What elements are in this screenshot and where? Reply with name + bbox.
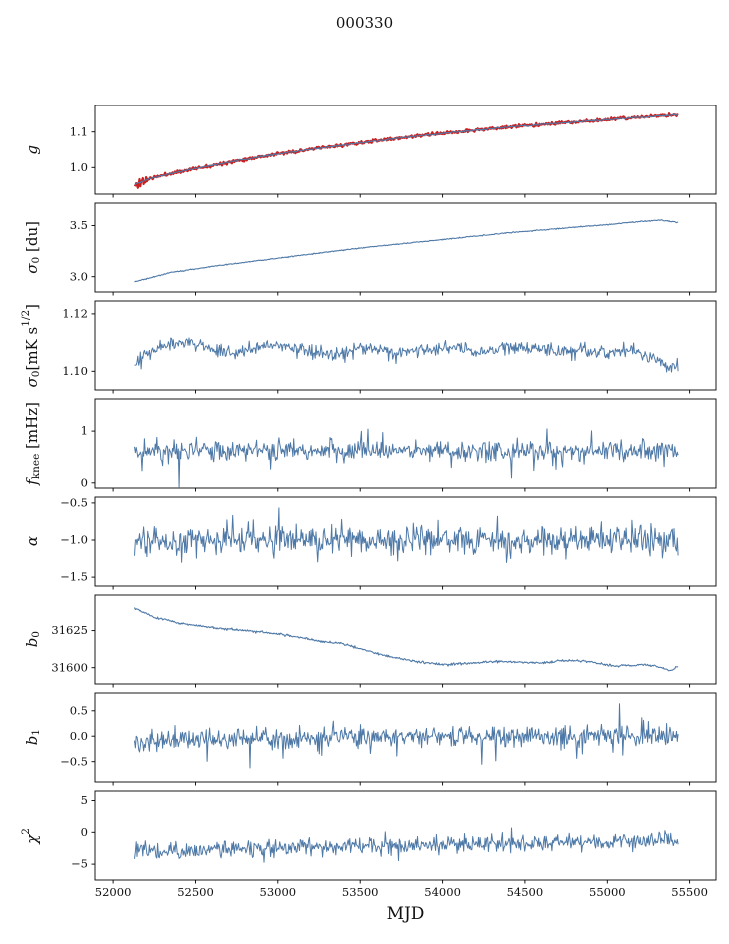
svg-text:−1.0: −1.0 <box>60 533 88 547</box>
ylabel-mid: [mK s <box>22 326 41 371</box>
ylabel-text: b0 <box>21 631 42 647</box>
ylabel-sigma0-du: σ0 [du] <box>8 203 54 292</box>
svg-text:31625: 31625 <box>51 623 88 637</box>
ylabel-text: χ2 <box>19 827 42 844</box>
x-axis-label: MJD <box>386 904 425 924</box>
ylabel-base: b <box>22 638 41 648</box>
svg-text:52000: 52000 <box>95 885 132 899</box>
ylabel-base: χ <box>22 834 41 844</box>
ylabel-base: b <box>22 736 41 746</box>
figure-title: 000330 <box>335 14 394 32</box>
ylabel-base: σ <box>22 376 41 388</box>
ylabel-base: f <box>22 479 41 485</box>
ylabel-alpha: α <box>8 497 54 586</box>
svg-text:53000: 53000 <box>260 885 297 899</box>
svg-text:54000: 54000 <box>424 885 461 899</box>
ylabel-sub: 1 <box>29 729 42 737</box>
ylabel-mid: [mHz] <box>22 402 41 454</box>
ylabel-b1: b1 <box>8 693 54 782</box>
ylabel-text: α <box>21 536 42 546</box>
svg-text:−0.5: −0.5 <box>60 496 88 510</box>
ylabel-text: fknee [mHz] <box>21 402 42 485</box>
ylabel-text: b1 <box>21 729 42 745</box>
ylabel-chi2: χ2 <box>8 791 54 880</box>
ylabel-sub: 0 <box>29 370 42 377</box>
ylabel-text: g <box>21 145 42 155</box>
svg-text:5: 5 <box>81 793 88 807</box>
ylabel-tail: ] <box>22 303 41 310</box>
ylabel-mid: [du] <box>22 221 41 257</box>
ylabel-sup: 1/2 <box>19 309 32 327</box>
ylabel-sub: 0 <box>29 256 42 264</box>
svg-text:1.12: 1.12 <box>62 307 88 321</box>
svg-text:3.0: 3.0 <box>70 269 88 283</box>
svg-text:31600: 31600 <box>51 660 88 674</box>
svg-text:1.1: 1.1 <box>70 124 88 138</box>
ylabel-b0: b0 <box>8 595 54 684</box>
svg-text:0.5: 0.5 <box>70 703 88 717</box>
svg-text:0: 0 <box>81 825 88 839</box>
figure-canvas: 1.0 1.1 3.0 3.5 1.10 1.12 0 1 −1.5 −1.0 −0.5 31600 3… <box>0 105 729 903</box>
ylabel-fknee: fknee [mHz] <box>8 399 54 488</box>
ylabel-g: g <box>8 105 54 194</box>
svg-text:0: 0 <box>81 475 88 489</box>
ylabel-text: σ0 [du] <box>21 221 42 274</box>
ylabel-base: α <box>22 536 41 547</box>
ylabel-sigma0-mks: σ0[mK s1/2] <box>8 301 54 390</box>
ylabel-base: g <box>22 144 41 155</box>
svg-text:0.0: 0.0 <box>70 729 88 743</box>
ylabel-sub: knee <box>29 453 42 480</box>
svg-text:54500: 54500 <box>507 885 544 899</box>
svg-text:55000: 55000 <box>589 885 626 899</box>
ylabel-sub: 0 <box>29 631 42 639</box>
svg-text:−1.5: −1.5 <box>60 570 88 584</box>
svg-text:55500: 55500 <box>671 885 708 899</box>
plot-grid: 1.0 1.1 3.0 3.5 1.10 1.12 0 1 −1.5 −1.0 −0.5 31600 3… <box>0 105 729 924</box>
svg-text:1: 1 <box>81 424 88 438</box>
ylabel-base: σ <box>22 263 41 274</box>
ylabel-sup: 2 <box>19 827 32 835</box>
svg-text:3.5: 3.5 <box>70 218 88 232</box>
svg-text:−0.5: −0.5 <box>60 754 88 768</box>
svg-text:53500: 53500 <box>342 885 379 899</box>
svg-text:1.0: 1.0 <box>70 160 88 174</box>
svg-text:−5: −5 <box>71 857 88 871</box>
svg-text:1.10: 1.10 <box>62 364 88 378</box>
svg-text:52500: 52500 <box>177 885 214 899</box>
ylabel-text: σ0[mK s1/2] <box>19 303 42 388</box>
